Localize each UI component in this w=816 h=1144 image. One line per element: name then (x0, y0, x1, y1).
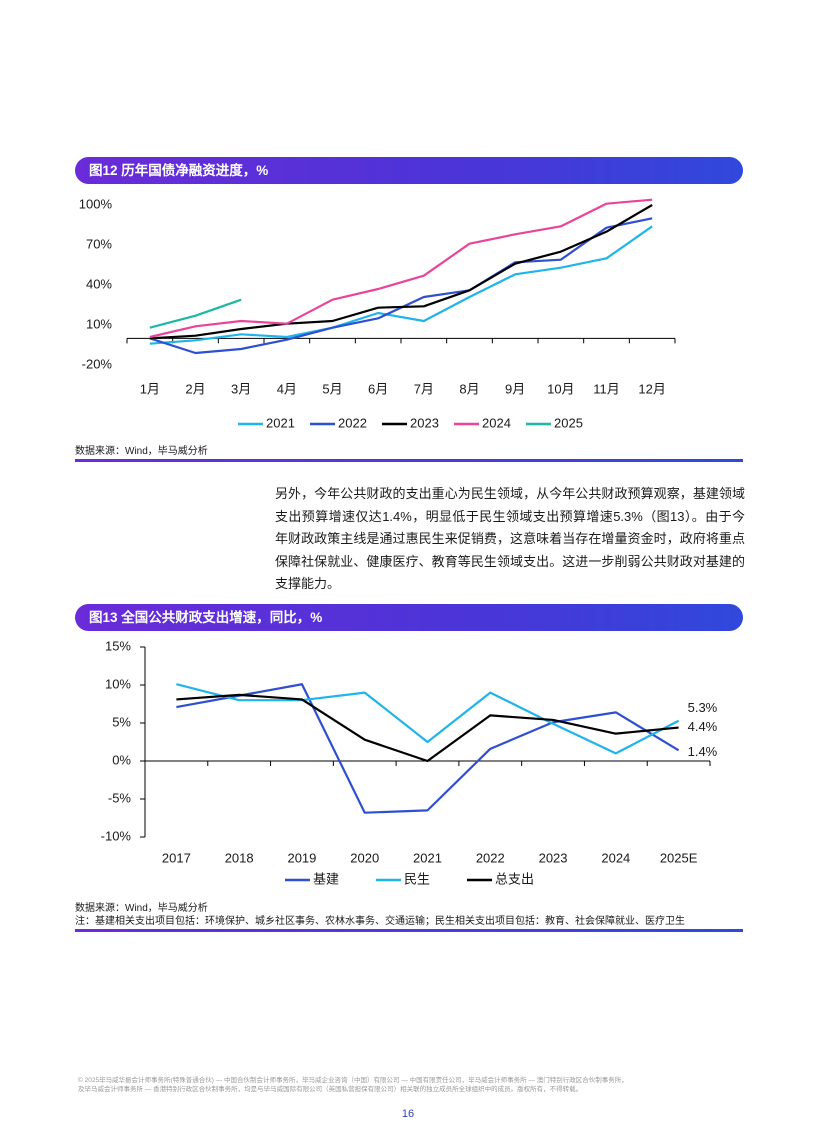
y-tick-label: -10% (101, 828, 132, 843)
legend-label: 基建 (313, 871, 339, 886)
figure-title: 图12 历年国债净融资进度，% (75, 157, 743, 184)
y-tick-label: 5% (112, 714, 131, 729)
y-tick-label: 100% (79, 196, 113, 211)
page-number: 16 (401, 1108, 415, 1120)
body-paragraph: 另外，今年公共财政的支出重心为民生领域，从今年公共财政预算观察，基建领域支出预算… (275, 486, 745, 592)
figure-note: 注：基建相关支出项目包括：环境保护、城乡社区事务、农林水事务、交通运输；民生相关… (75, 916, 685, 927)
x-tick-label: 11月 (593, 381, 620, 396)
series-line (149, 298, 242, 329)
x-tick-label: 2022 (476, 850, 505, 865)
legend-label: 总支出 (495, 871, 534, 886)
y-tick-label: 0% (112, 752, 131, 767)
x-tick-label: 2021 (413, 850, 442, 865)
x-tick-label: 2020 (350, 850, 379, 865)
series-line (149, 204, 653, 340)
series-line (176, 683, 680, 814)
y-tick-label: 70% (86, 236, 112, 251)
legend-label: 民生 (404, 871, 430, 886)
series-line (176, 683, 680, 755)
legend-label: 2024 (482, 415, 511, 430)
x-tick-label: 6月 (368, 381, 388, 396)
legend-label: 2022 (338, 415, 367, 430)
y-tick-label: 10% (105, 676, 131, 691)
series-line (149, 225, 653, 345)
x-tick-label: 7月 (414, 381, 434, 396)
y-tick-label: 40% (86, 276, 112, 291)
value-label: 1.4% (688, 744, 718, 759)
divider (75, 459, 743, 462)
x-tick-label: 12月 (638, 381, 665, 396)
legend-label: 2021 (266, 415, 295, 430)
y-tick-label: 15% (105, 638, 131, 653)
y-tick-label: 10% (86, 316, 112, 331)
source-note: 数据来源：Wind，毕马威分析 (75, 446, 208, 457)
x-tick-label: 2024 (601, 850, 630, 865)
x-tick-label: 2023 (539, 850, 568, 865)
copyright: © 2025毕马威华振会计师事务所(特殊普通合伙) — 中国合伙制会计师事务所，… (78, 1077, 628, 1084)
figure-title: 图13 全国公共财政支出增速，同比，% (75, 604, 743, 631)
y-tick-label: -20% (82, 356, 113, 371)
x-tick-label: 2月 (185, 381, 205, 396)
copyright: 及毕马威会计师事务所 — 香港特别行政区合伙制事务所，均是与毕马威国际有限公司（… (78, 1086, 583, 1093)
series-line (149, 198, 653, 339)
series-line (176, 693, 679, 763)
value-label: 5.3% (688, 700, 718, 715)
x-tick-label: 5月 (322, 381, 342, 396)
series-line (149, 217, 653, 355)
x-tick-label: 8月 (459, 381, 479, 396)
y-tick-label: -5% (108, 790, 132, 805)
x-tick-label: 4月 (277, 381, 297, 396)
source-note: 数据来源：Wind，毕马威分析 (75, 903, 208, 914)
x-tick-label: 2025E (660, 850, 698, 865)
x-tick-label: 2017 (162, 850, 191, 865)
value-label: 4.4% (688, 719, 718, 734)
x-tick-label: 9月 (505, 381, 525, 396)
legend-label: 2025 (554, 415, 583, 430)
x-tick-label: 2018 (225, 850, 254, 865)
x-tick-label: 10月 (547, 381, 574, 396)
legend-label: 2023 (410, 415, 439, 430)
x-tick-label: 2019 (287, 850, 316, 865)
x-tick-label: 3月 (231, 381, 251, 396)
divider (75, 929, 743, 932)
x-tick-label: 1月 (140, 381, 160, 396)
